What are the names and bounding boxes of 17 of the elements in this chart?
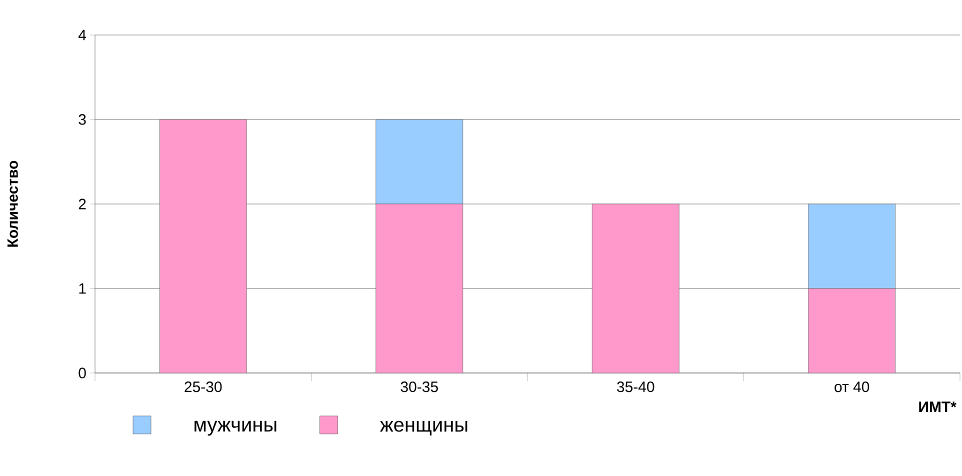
x-tick-label: от 40 <box>834 382 870 392</box>
y-tick-label: 1 <box>79 283 86 294</box>
legend-label: женщины <box>380 420 468 436</box>
x-tick-label: 35-40 <box>617 382 654 392</box>
y-axis-title: Количество <box>7 160 18 247</box>
y-tick-label: 3 <box>78 114 86 125</box>
x-axis-title: ИМТ* <box>919 402 956 412</box>
bar <box>808 288 896 373</box>
legend-label: мужчины <box>194 420 276 436</box>
bar <box>376 204 464 373</box>
y-tick-label: 2 <box>78 198 86 210</box>
y-tick-label: 0 <box>78 368 86 378</box>
x-tick-label: 25-30 <box>184 382 222 392</box>
bar <box>159 119 247 373</box>
x-tick-label: 30-35 <box>400 382 438 392</box>
bar <box>592 204 680 373</box>
y-tick-label: 4 <box>78 30 86 40</box>
